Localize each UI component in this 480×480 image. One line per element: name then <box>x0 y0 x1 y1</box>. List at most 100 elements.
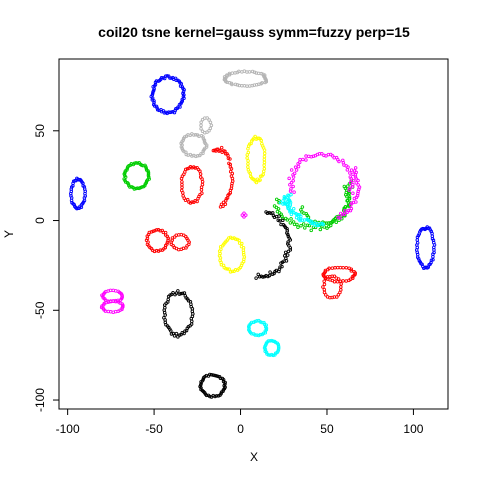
data-point <box>153 228 157 233</box>
data-point <box>209 123 214 128</box>
data-point <box>289 180 294 185</box>
data-point <box>264 77 268 82</box>
data-point <box>262 160 267 165</box>
data-point <box>255 333 259 337</box>
data-point <box>134 161 138 165</box>
data-point <box>352 169 357 173</box>
data-point <box>261 275 265 279</box>
data-point <box>227 267 231 271</box>
data-point <box>201 151 205 155</box>
data-point <box>354 181 359 185</box>
data-point <box>332 280 337 284</box>
data-point <box>245 153 250 157</box>
data-point <box>220 376 225 381</box>
data-point <box>180 185 184 190</box>
data-point <box>228 169 233 174</box>
data-point <box>264 210 268 214</box>
data-point <box>274 197 279 202</box>
data-point <box>183 329 187 333</box>
data-point <box>123 180 128 184</box>
data-point <box>254 71 259 75</box>
data-point <box>185 166 190 171</box>
data-point <box>173 292 177 297</box>
data-point <box>263 347 268 352</box>
data-point <box>353 175 358 179</box>
data-point <box>199 120 203 124</box>
data-point <box>208 126 213 131</box>
data-point <box>193 132 198 137</box>
data-point <box>347 188 352 192</box>
data-point <box>294 168 299 172</box>
data-point <box>224 266 228 271</box>
data-point <box>223 385 227 389</box>
data-point <box>161 76 165 80</box>
data-point <box>184 152 189 157</box>
data-point <box>169 240 173 244</box>
data-point <box>126 165 130 169</box>
data-point <box>268 339 272 343</box>
data-point <box>322 279 326 283</box>
data-point <box>182 96 186 101</box>
data-point <box>190 200 194 204</box>
data-point <box>132 187 137 191</box>
data-point <box>199 123 203 128</box>
data-point <box>349 269 354 273</box>
data-point <box>201 137 206 141</box>
data-point <box>169 329 173 333</box>
data-point <box>198 175 203 179</box>
data-point <box>291 206 296 211</box>
data-point <box>296 225 300 230</box>
data-point <box>267 273 272 278</box>
data-point <box>343 204 348 209</box>
data-point <box>346 184 350 188</box>
data-point <box>199 380 203 384</box>
data-point <box>296 212 300 217</box>
data-point <box>277 200 281 205</box>
data-point <box>340 212 345 217</box>
data-point <box>135 186 140 190</box>
data-point <box>325 221 329 225</box>
data-point <box>287 194 291 198</box>
data-point <box>276 218 280 223</box>
data-point <box>255 319 259 323</box>
data-point <box>318 227 323 232</box>
data-point <box>281 218 285 222</box>
data-point <box>336 292 341 297</box>
data-point <box>300 205 305 209</box>
data-point <box>227 161 231 166</box>
data-point <box>321 222 325 227</box>
data-point <box>315 223 319 228</box>
data-point <box>147 177 151 181</box>
data-point <box>279 222 283 227</box>
data-point <box>259 274 264 279</box>
data-point <box>291 175 296 179</box>
data-point <box>200 117 205 122</box>
data-point <box>288 189 293 193</box>
y-tick-label: -50 <box>33 301 47 319</box>
data-point <box>194 154 198 159</box>
x-axis-label: X <box>250 450 258 464</box>
data-point <box>300 218 305 222</box>
data-point <box>330 266 335 270</box>
data-point <box>242 211 246 216</box>
data-point <box>187 242 191 246</box>
data-point <box>176 78 180 83</box>
data-point <box>271 353 276 358</box>
data-point <box>351 191 355 196</box>
data-point <box>256 272 260 277</box>
data-point <box>286 242 290 246</box>
data-point <box>263 344 267 349</box>
y-tick-label: 50 <box>33 124 47 138</box>
data-point <box>250 69 255 74</box>
data-point <box>250 332 254 336</box>
data-point <box>342 209 347 213</box>
data-point <box>304 154 308 158</box>
y-tick-label: 0 <box>33 217 47 224</box>
data-point <box>199 386 203 390</box>
data-point <box>165 74 169 78</box>
data-point <box>314 221 319 226</box>
data-point <box>195 154 200 158</box>
data-point <box>264 350 269 354</box>
data-point <box>291 184 295 189</box>
data-point <box>83 194 87 198</box>
